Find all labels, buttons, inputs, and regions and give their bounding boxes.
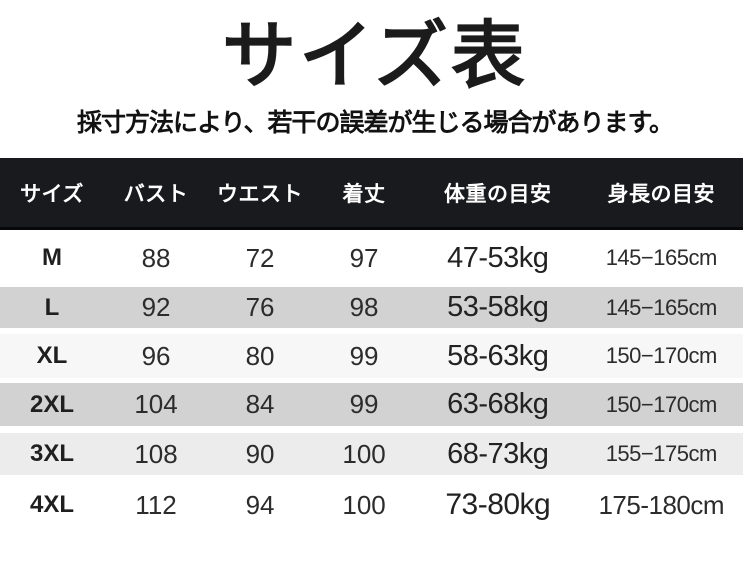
weight-range: 47-53kg [447, 241, 549, 274]
table-row-m: M 88 72 97 47-53kg 145−165cm [0, 230, 743, 286]
weight-range: 68-73kg [447, 437, 549, 470]
length-value: 100 [342, 489, 386, 520]
height-range: 145−165cm [605, 245, 718, 270]
page-title: サイズ表 [222, 14, 528, 97]
header-weight-guide: 体重の目安 [444, 182, 552, 206]
size-label: L [44, 293, 60, 321]
height-range: 155−175cm [605, 441, 718, 466]
size-label: 4XL [30, 491, 75, 518]
table-row-l: L 92 76 98 53-58kg 145−165cm [0, 287, 743, 328]
bust-value: 88 [141, 242, 171, 273]
waist-value: 72 [245, 242, 275, 273]
header-height-guide: 身長の目安 [607, 182, 715, 206]
length-value: 99 [349, 340, 379, 371]
size-label: M [42, 244, 62, 271]
waist-value: 94 [245, 489, 275, 520]
weight-range: 73-80kg [445, 488, 551, 521]
table-row-xl: XL 96 80 99 58-63kg 150−170cm [0, 334, 743, 378]
height-range: 175-180cm [598, 489, 725, 520]
table-header-row: サイズ バスト ウエスト 着丈 体重の目安 身長の目安 [0, 158, 743, 230]
length-value: 99 [349, 389, 379, 419]
size-chart-page: サイズ表 採寸方法により、若干の誤差が生じる場合があります。 サイズ バスト ウ… [0, 10, 750, 565]
waist-value: 90 [245, 438, 275, 469]
bust-value: 112 [135, 489, 177, 520]
bust-value: 108 [134, 438, 178, 469]
size-table: サイズ バスト ウエスト 着丈 体重の目安 身長の目安 M 88 72 97 4… [0, 158, 750, 535]
table-row-3xl: 3XL 108 90 100 68-73kg 155−175cm [0, 433, 743, 475]
measurement-disclaimer: 採寸方法により、若干の誤差が生じる場合があります。 [76, 109, 674, 137]
height-range: 145−165cm [605, 294, 718, 320]
waist-value: 84 [245, 389, 275, 419]
height-range: 150−170cm [605, 343, 718, 368]
weight-range: 53-58kg [447, 291, 549, 323]
bust-value: 104 [134, 389, 178, 419]
length-value: 98 [349, 292, 379, 322]
bust-value: 96 [141, 340, 171, 371]
length-value: 100 [342, 438, 386, 469]
table-row-4xl: 4XL 112 94 100 73-80kg 175-180cm [0, 475, 743, 535]
header-bust: バスト [123, 182, 189, 206]
weight-range: 58-63kg [447, 339, 549, 372]
table-row-2xl: 2XL 104 84 99 63-68kg 150−170cm [0, 383, 743, 426]
header-length: 着丈 [342, 182, 386, 206]
waist-value: 80 [245, 340, 275, 371]
size-label: XL [36, 342, 68, 369]
header-size: サイズ [20, 182, 84, 206]
size-label: 2XL [30, 390, 75, 418]
weight-range: 63-68kg [447, 388, 549, 420]
size-label: 3XL [30, 440, 75, 467]
length-value: 97 [349, 242, 379, 273]
waist-value: 76 [245, 292, 275, 322]
bust-value: 92 [141, 292, 171, 322]
header-waist: ウエスト [217, 182, 304, 206]
height-range: 150−170cm [605, 391, 718, 417]
